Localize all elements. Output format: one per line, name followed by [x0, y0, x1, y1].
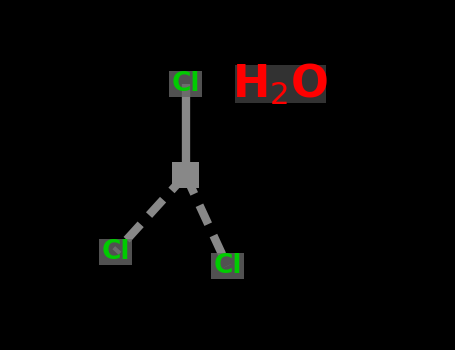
FancyBboxPatch shape — [172, 162, 199, 188]
Text: H$_2$O: H$_2$O — [232, 61, 328, 107]
FancyBboxPatch shape — [234, 65, 325, 103]
FancyBboxPatch shape — [169, 71, 202, 97]
FancyBboxPatch shape — [99, 239, 132, 265]
Text: Cl: Cl — [213, 253, 242, 279]
Text: Cl: Cl — [171, 71, 200, 97]
FancyBboxPatch shape — [211, 253, 244, 279]
Text: Cl: Cl — [101, 239, 130, 265]
